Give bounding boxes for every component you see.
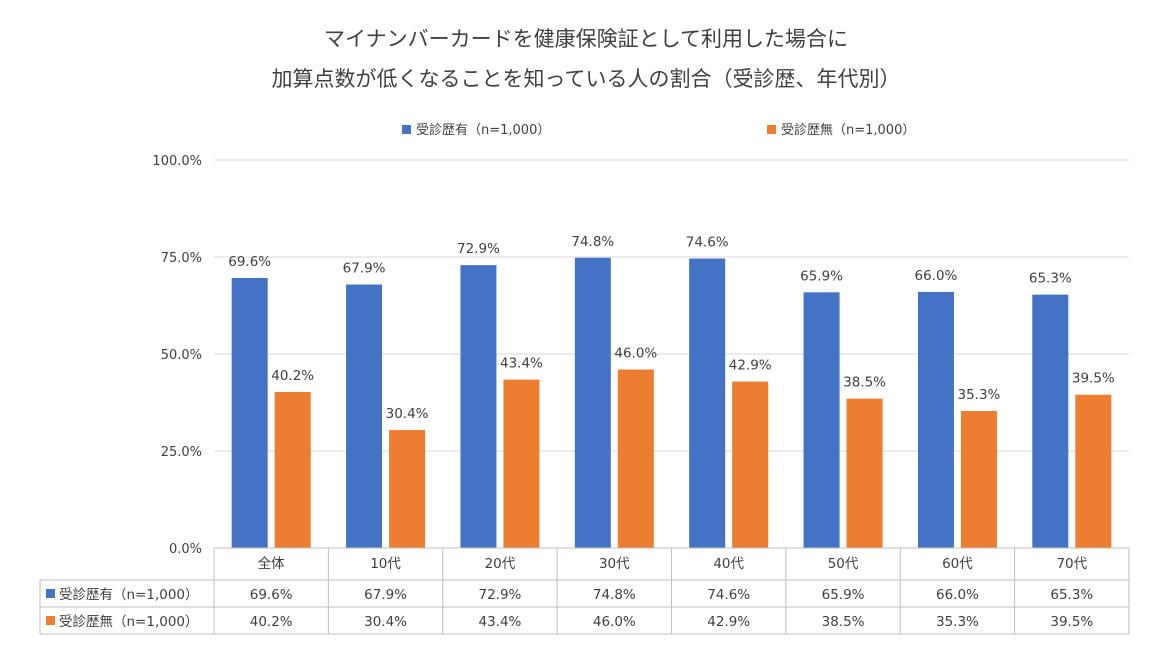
data-label: 46.0% (614, 346, 657, 362)
y-tick-label: 25.0% (161, 445, 202, 460)
table-cell: 38.5% (822, 614, 865, 630)
data-label: 72.9% (457, 241, 500, 257)
data-label: 65.9% (800, 268, 843, 284)
bar-with-visits (917, 291, 954, 548)
y-tick-label: 0.0% (169, 542, 202, 557)
category-label: 20代 (485, 556, 516, 572)
bars: 69.6% 40.2% 67.9% 30.4% 72.9% 43.4% 74.8% 46.0%… (228, 234, 1115, 548)
data-label: 69.6% (228, 254, 271, 270)
table-cell: 72.9% (478, 587, 521, 603)
legend-label: 受診歴無（n=1,000） (781, 122, 915, 138)
category-label: 50代 (828, 556, 859, 572)
data-label: 74.8% (571, 234, 614, 250)
category-label: 60代 (942, 556, 973, 572)
table-cell: 66.0% (936, 587, 979, 603)
table-cell: 42.9% (707, 614, 750, 630)
bar-with-visits (231, 277, 268, 548)
table-cell: 30.4% (364, 614, 407, 630)
data-label: 38.5% (843, 375, 886, 391)
data-label: 67.9% (343, 261, 386, 277)
bar-with-visits (346, 284, 383, 548)
bar-with-visits (689, 258, 726, 548)
table-legend-swatch (46, 616, 55, 625)
data-label: 66.0% (914, 268, 957, 284)
data-label: 74.6% (686, 235, 729, 251)
category-label: 40代 (713, 556, 744, 572)
y-tick-label: 50.0% (161, 348, 202, 363)
bar-without-visits (617, 369, 654, 548)
table-legend-swatch (46, 589, 55, 598)
bar-without-visits (1075, 394, 1112, 548)
chart-title-line-2: 加算点数が低くなることを知っている人の割合（受診歴、年代別） (272, 67, 901, 91)
bar-without-visits (389, 430, 426, 548)
table-row-label: 受診歴無（n=1,000） (59, 614, 199, 630)
data-label: 65.3% (1029, 271, 1072, 287)
bar-with-visits (460, 265, 497, 548)
legend: 受診歴有（n=1,000） 受診歴無（n=1,000） (402, 122, 915, 138)
legend-label: 受診歴有（n=1,000） (416, 122, 550, 138)
category-label: 全体 (258, 555, 285, 572)
bar-without-visits (274, 392, 311, 548)
table-cell: 39.5% (1050, 614, 1093, 630)
category-label: 30代 (599, 556, 630, 572)
category-label: 70代 (1056, 556, 1087, 572)
table-cell: 40.2% (250, 614, 293, 630)
data-label: 39.5% (1072, 371, 1115, 387)
legend-swatch (767, 125, 776, 134)
table-cell: 35.3% (936, 614, 979, 630)
data-label: 40.2% (271, 368, 314, 384)
data-label: 30.4% (386, 406, 429, 422)
table-cell: 46.0% (593, 614, 636, 630)
y-tick-label: 100.0% (152, 154, 202, 169)
table-cell: 69.6% (250, 587, 293, 603)
table-row-label: 受診歴有（n=1,000） (59, 587, 199, 603)
table-cell: 67.9% (364, 587, 407, 603)
y-tick-label: 75.0% (161, 251, 202, 266)
legend-swatch (402, 125, 411, 134)
bar-without-visits (960, 411, 997, 548)
data-label: 35.3% (957, 387, 1000, 403)
bar-without-visits (846, 398, 883, 548)
category-label: 10代 (370, 556, 401, 572)
table-cell: 65.9% (822, 587, 865, 603)
table-cell: 74.6% (707, 587, 750, 603)
data-label: 43.4% (500, 356, 543, 372)
data-label: 42.9% (729, 358, 772, 374)
table-cell: 43.4% (478, 614, 521, 630)
bar-with-visits (574, 257, 611, 548)
bar-with-visits (803, 292, 840, 548)
bar-without-visits (503, 379, 540, 548)
table-cell: 65.3% (1050, 587, 1093, 603)
bar-with-visits (1032, 294, 1069, 548)
table-cell: 74.8% (593, 587, 636, 603)
y-axis: 0.0% 25.0% 50.0% 75.0% 100.0% (152, 154, 202, 557)
bar-without-visits (732, 381, 769, 548)
chart-title-line-1: マイナンバーカードを健康保険証として利用した場合に (324, 27, 848, 51)
